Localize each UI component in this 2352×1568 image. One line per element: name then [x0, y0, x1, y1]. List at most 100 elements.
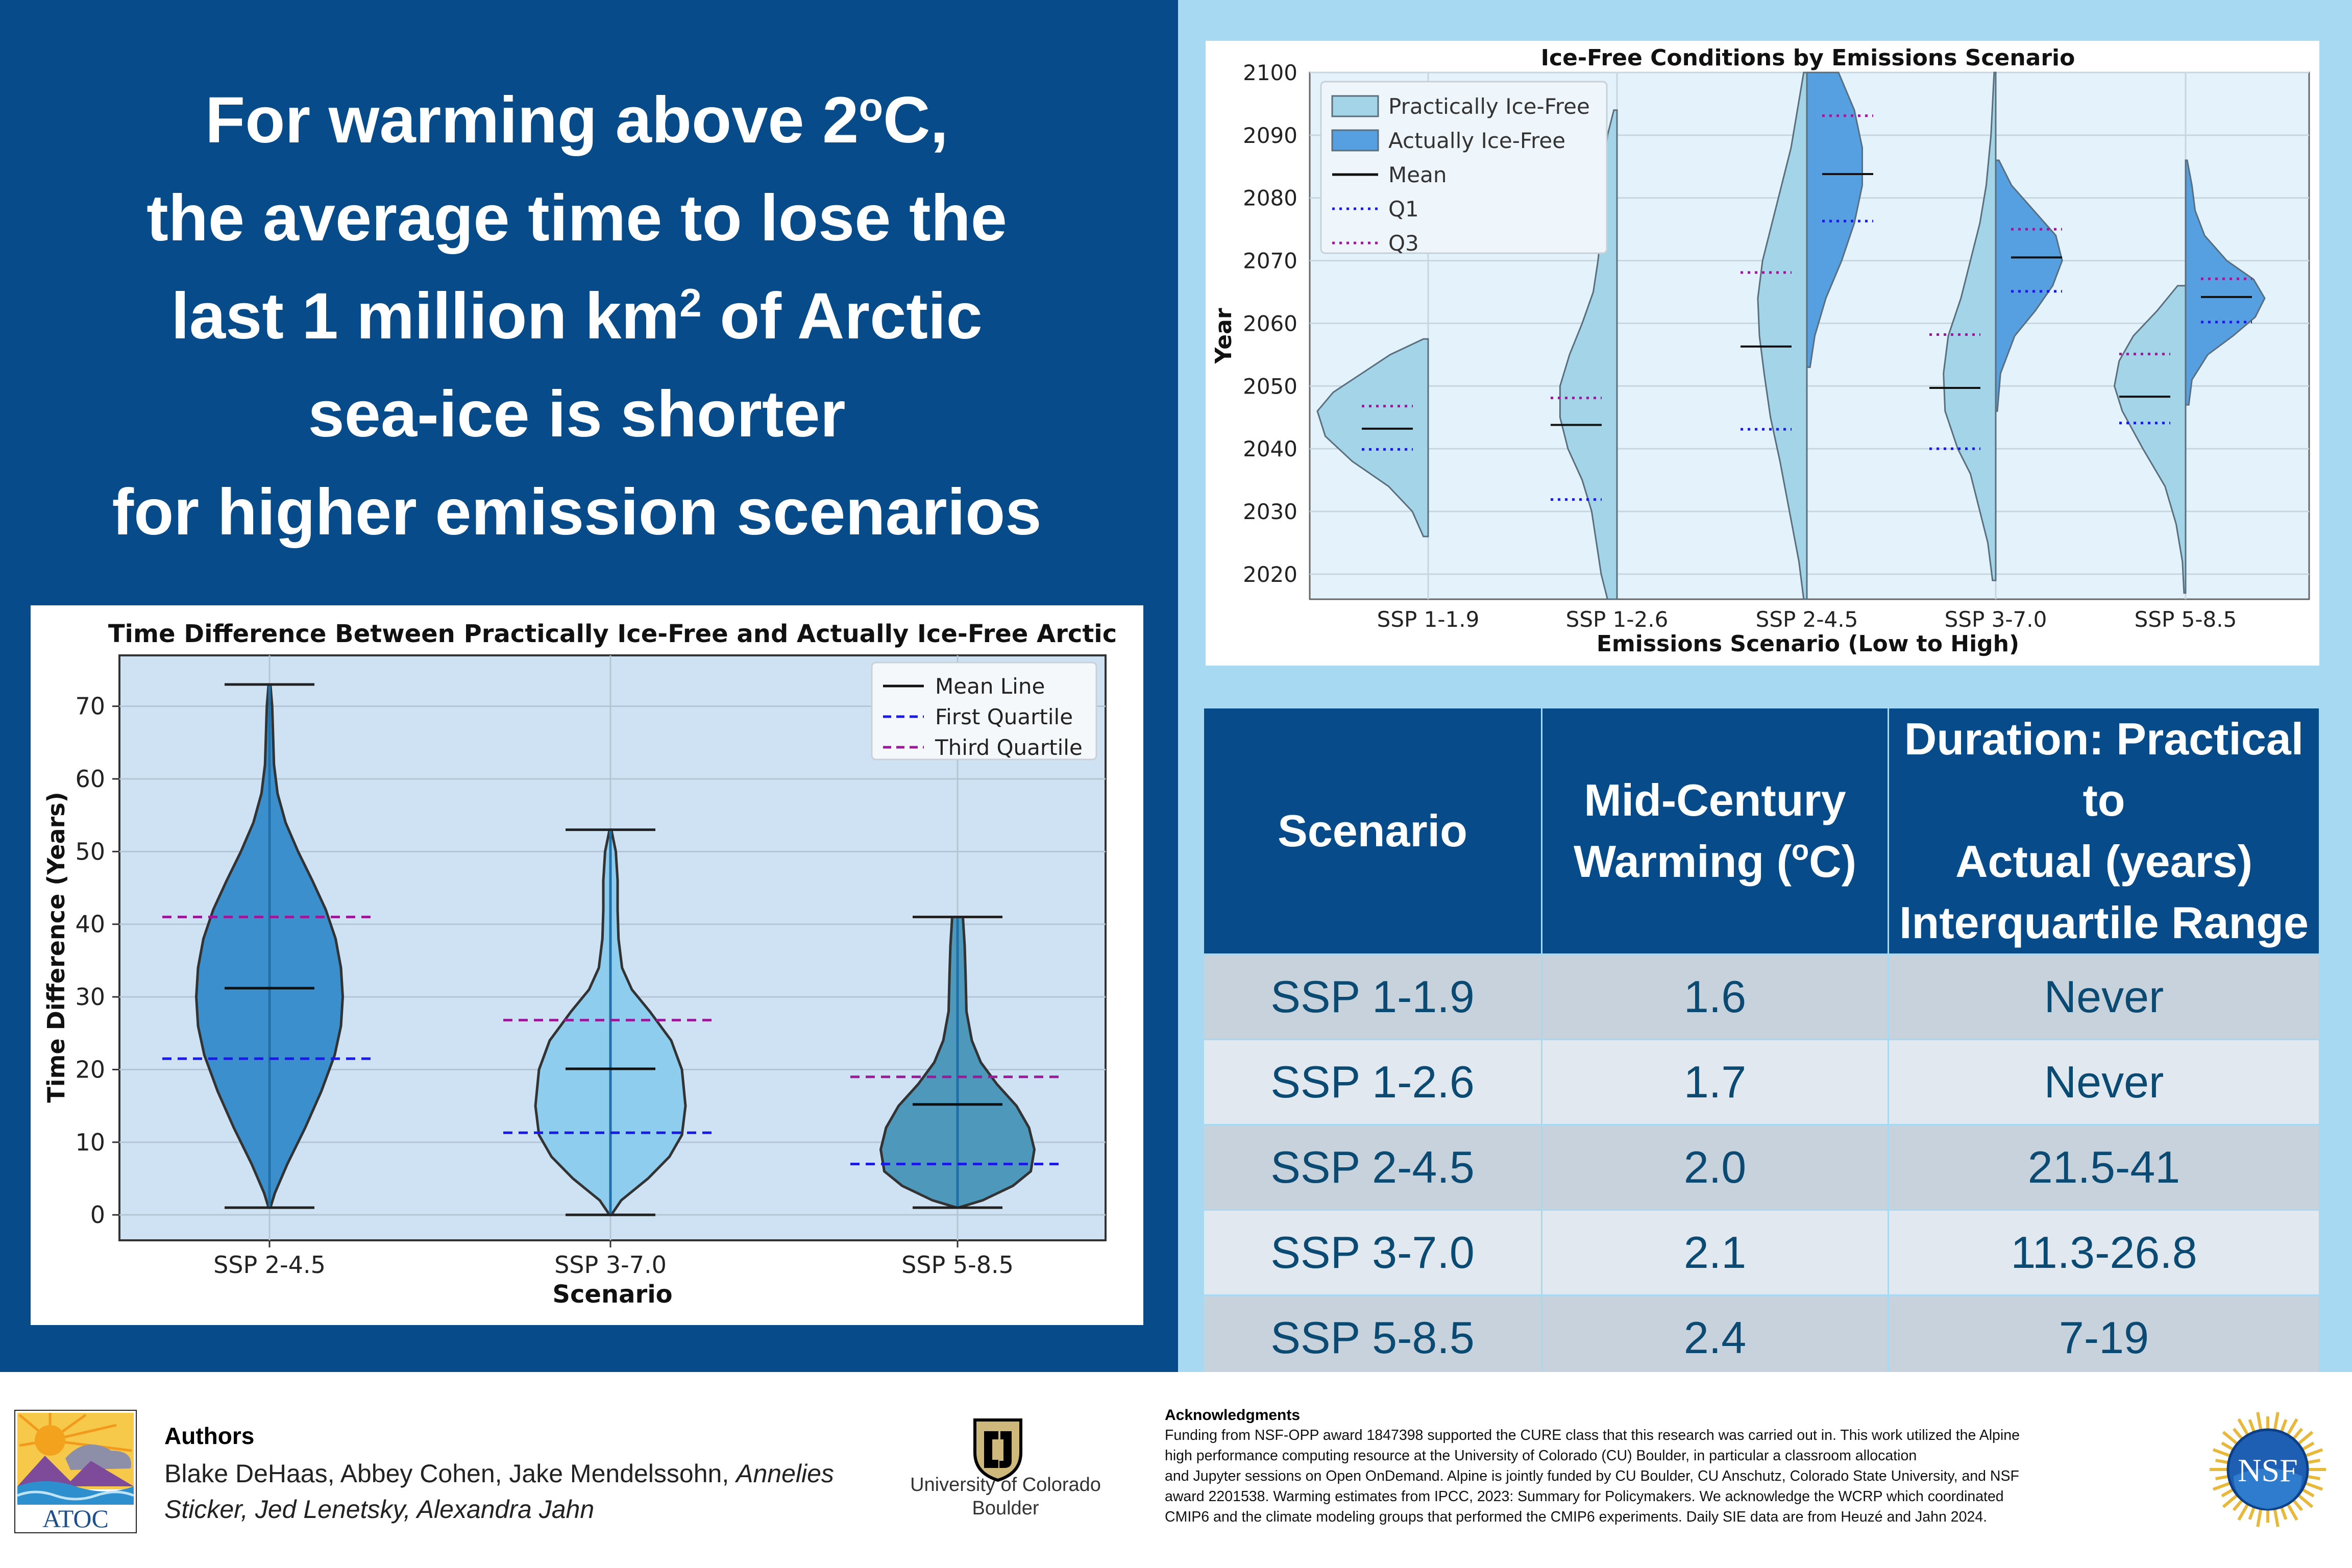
nsf-ray: [2232, 1500, 2243, 1511]
legend-swatch: [1331, 95, 1379, 117]
cu-logo: [973, 1418, 1022, 1482]
y-tick-label: 70: [75, 693, 105, 720]
header-mid-century-warming: Mid-Century Warming (oC): [1541, 707, 1889, 955]
ice-free-conditions-chart: 2020 2030 2040 2050 2060 2070 2080 2090 2100 SSP …: [1206, 41, 2319, 666]
y-tick-label: 2050: [1243, 374, 1297, 399]
nsf-ray: [2215, 1458, 2228, 1464]
cell-warming: 2.1: [1541, 1209, 1889, 1296]
cu-name-line-2: Boulder: [972, 1498, 1039, 1519]
legend-label: Third Quartile: [935, 735, 1083, 760]
acknowledgments-line: and Jupyter sessions on Open OnDemand. A…: [1165, 1468, 2019, 1484]
y-tick-label: 2070: [1243, 249, 1297, 274]
practically-ice-free-violin: [1943, 71, 1997, 581]
nsf-ray: [2293, 1428, 2304, 1439]
authors-title: Authors: [164, 1423, 255, 1449]
cell-duration: 21.5-41: [1888, 1124, 2320, 1211]
cu-name-line-1: University of Colorado: [910, 1474, 1101, 1496]
nsf-ray: [2298, 1431, 2314, 1444]
y-tick-label: 2020: [1243, 562, 1297, 587]
table-row: SSP 5-8.5 2.4 7-19: [1203, 1294, 2320, 1381]
x-tick-label: SSP 5-8.5: [901, 1251, 1014, 1279]
y-axis-label: Year: [1211, 308, 1237, 364]
cell-scenario: SSP 1-1.9: [1203, 953, 1542, 1040]
nsf-ray: [2221, 1441, 2234, 1451]
x-tick-label: SSP 2-4.5: [213, 1251, 326, 1279]
nsf-ray: [2287, 1418, 2298, 1435]
nsf-ray: [2308, 1458, 2320, 1464]
x-tick-label: SSP 1-2.6: [1566, 607, 1669, 632]
cell-scenario: SSP 5-8.5: [1203, 1294, 1542, 1381]
y-tick-label: 2040: [1243, 436, 1297, 461]
authors-names-italic: Annelies: [736, 1459, 834, 1488]
y-tick-label: 40: [75, 911, 105, 938]
legend-label: Q3: [1388, 231, 1419, 256]
cell-duration: Never: [1888, 1039, 2320, 1125]
nsf-ray: [2298, 1494, 2314, 1508]
acknowledgments-line: CMIP6 and the climate modeling groups th…: [1165, 1509, 1988, 1525]
practically-ice-free-violin: [1316, 338, 1429, 537]
actually-ice-free-violin: [1806, 71, 1863, 368]
nsf-ray: [2256, 1412, 2263, 1430]
nsf-ray: [2280, 1419, 2288, 1432]
actually-ice-free-violin: [1995, 159, 2063, 412]
table-row: SSP 1-2.6 1.7 Never: [1203, 1039, 2320, 1125]
atoc-logo-text: ATOC: [42, 1504, 109, 1533]
legend-label: Mean: [1388, 162, 1447, 187]
footer: [0, 1372, 2352, 1568]
y-tick-label: 0: [90, 1201, 105, 1229]
y-axis-label: Time Difference (Years): [42, 792, 70, 1102]
warming-duration-table: Scenario Mid-Century Warming (oC) Durati…: [1203, 707, 2320, 1381]
cell-warming: 1.7: [1541, 1039, 1889, 1125]
headline: For warming above 2oC, the average time …: [20, 71, 1133, 561]
degree-symbol: o: [1791, 834, 1809, 866]
cell-scenario: SSP 1-2.6: [1203, 1039, 1542, 1125]
nsf-logo: NSF: [2210, 1412, 2326, 1527]
y-tick-label: 20: [75, 1056, 105, 1083]
x-axis-label: Scenario: [552, 1280, 672, 1309]
nsf-ray: [2306, 1482, 2323, 1491]
nsf-ray: [2273, 1509, 2280, 1527]
nsf-ray: [2302, 1441, 2315, 1451]
header-text: Actual (years): [1955, 836, 2252, 887]
y-tick-label: 30: [75, 983, 105, 1011]
x-tick-label: SSP 3-7.0: [554, 1251, 667, 1279]
headline-line-5: for higher emission scenarios: [112, 476, 1042, 549]
table-header-row: Scenario Mid-Century Warming (oC) Durati…: [1203, 707, 2320, 955]
y-tick-label: 2030: [1243, 499, 1297, 524]
actually-ice-free-violin: [2185, 159, 2266, 406]
cell-scenario: SSP 2-4.5: [1203, 1124, 1542, 1211]
practically-ice-free-violin: [1757, 71, 1808, 600]
chart-title: Ice-Free Conditions by Emissions Scenari…: [1541, 45, 2075, 71]
table-row: SSP 3-7.0 2.1 11.3-26.8: [1203, 1209, 2320, 1296]
nsf-ray: [2222, 1494, 2238, 1508]
legend-label: Practically Ice-Free: [1388, 94, 1590, 119]
y-tick-label: 2080: [1243, 186, 1297, 211]
headline-text: last 1 million km: [171, 280, 680, 353]
legend-box: [871, 662, 1097, 761]
nsf-ray: [2248, 1507, 2256, 1520]
cell-warming: 2.0: [1541, 1124, 1889, 1211]
nsf-logo-text: NSF: [2238, 1452, 2297, 1488]
nsf-ray: [2273, 1412, 2280, 1430]
table-row: SSP 2-4.5 2.0 21.5-41: [1203, 1124, 2320, 1211]
headline-line-2: the average time to lose the: [146, 182, 1007, 255]
x-tick-label: SSP 2-4.5: [1756, 607, 1858, 632]
header-text: Interquartile Range: [1899, 897, 2309, 948]
atoc-logo: ATOC: [14, 1410, 137, 1533]
nsf-ray: [2222, 1431, 2238, 1444]
authors-names-italic: Sticker, Jed Lenetsky, Alexandra Jahn: [164, 1495, 595, 1524]
headline-text: C,: [883, 84, 948, 157]
y-tick-label: 50: [75, 838, 105, 865]
legend-label: Q1: [1388, 197, 1419, 222]
y-tick-label: 10: [75, 1129, 105, 1156]
headline-text: For warming above 2: [205, 84, 859, 157]
legend-label: Actually Ice-Free: [1388, 128, 1565, 153]
header-text: C): [1809, 836, 1856, 887]
headline-line-3: last 1 million km2 of Arctic: [20, 267, 1133, 365]
x-tick-label: SSP 3-7.0: [1945, 607, 2047, 632]
degree-symbol: o: [859, 84, 883, 130]
authors-line-2: Sticker, Jed Lenetsky, Alexandra Jahn: [164, 1494, 594, 1524]
nsf-ray: [2212, 1482, 2230, 1491]
y-tick-label: 2060: [1243, 311, 1297, 336]
y-tick-label: 2090: [1243, 123, 1297, 148]
